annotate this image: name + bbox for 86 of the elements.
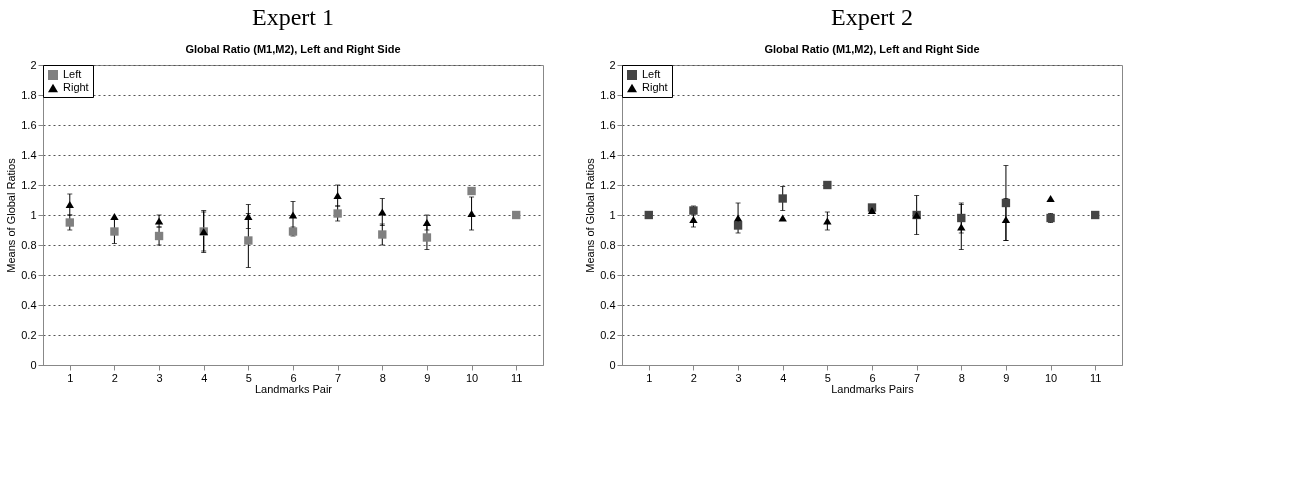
point <box>823 217 832 225</box>
point <box>957 223 966 231</box>
x-tick-label: 2 <box>111 371 118 384</box>
point <box>422 233 432 242</box>
point <box>378 208 387 216</box>
x-tick-label: 5 <box>245 371 252 384</box>
x-tick-label: 9 <box>424 371 431 384</box>
y-tick-label: 0 <box>30 358 37 371</box>
point <box>422 218 432 227</box>
x-tick-label: 11 <box>511 371 523 384</box>
point <box>1091 210 1100 220</box>
x-tick-label: 6 <box>869 371 876 384</box>
y-tick-label: 0 <box>609 358 616 371</box>
x-tick-label: 8 <box>379 371 386 384</box>
x-tick-label: 3 <box>156 371 163 384</box>
y-tick-label: 1 <box>609 208 616 221</box>
x-tick-label: 10 <box>1044 371 1058 384</box>
point <box>288 211 298 219</box>
point <box>378 230 387 239</box>
x-tick-label: 4 <box>201 371 208 384</box>
y-tick-label: 1.2 <box>21 178 37 191</box>
x-tick-label: 11 <box>1090 371 1102 384</box>
y-tick-label: 0.2 <box>600 328 616 341</box>
x-tick-label: 1 <box>646 371 653 384</box>
point <box>689 215 698 224</box>
legend-label: Right <box>642 81 668 93</box>
point <box>65 218 74 227</box>
y-tick-label: 0.6 <box>21 268 37 281</box>
point <box>65 200 74 209</box>
y-tick-label: 0.8 <box>600 238 616 251</box>
x-tick-label: 10 <box>465 371 479 384</box>
y-axis-title: Means of Global Ratios <box>584 157 597 273</box>
point <box>154 231 164 241</box>
y-tick-label: 1.6 <box>600 118 616 131</box>
point <box>778 194 787 203</box>
point <box>1046 194 1055 203</box>
x-tick-label: 2 <box>690 371 697 384</box>
y-tick-label: 1.8 <box>600 88 616 101</box>
point <box>467 186 476 196</box>
y-tick-label: 2 <box>30 58 37 71</box>
point <box>823 180 832 190</box>
chart-title: Expert 2 <box>831 4 913 30</box>
point <box>733 214 743 222</box>
y-tick-label: 1.4 <box>21 148 37 161</box>
chart-subtitle: Global Ratio (M1,M2), Left and Right Side <box>764 43 980 55</box>
x-axis-title: Landmarks Pairs <box>831 382 915 395</box>
legend-label: Left <box>63 68 82 80</box>
point <box>333 191 342 200</box>
x-tick-label: 9 <box>1003 371 1010 384</box>
y-tick-label: 1.2 <box>600 178 616 191</box>
x-axis-title: Landmarks Pair <box>254 382 333 395</box>
x-tick-label: 7 <box>335 371 342 384</box>
chart-subtitle: Global Ratio (M1,M2), Left and Right Side <box>185 43 401 55</box>
y-tick-label: 1.8 <box>21 88 37 101</box>
x-tick-label: 1 <box>67 371 74 384</box>
x-tick-label: 8 <box>958 371 965 384</box>
point <box>512 210 521 220</box>
y-tick-label: 0.6 <box>600 268 616 281</box>
point <box>1001 215 1011 224</box>
point <box>467 209 476 218</box>
x-tick-label: 6 <box>290 371 297 384</box>
point <box>1001 198 1011 208</box>
point <box>733 221 743 230</box>
point <box>778 214 787 222</box>
y-axis-title: Means of Global Ratios <box>5 157 18 273</box>
point <box>110 227 119 236</box>
point <box>644 210 653 220</box>
y-tick-label: 0.2 <box>21 328 37 341</box>
y-tick-label: 0.4 <box>21 298 37 311</box>
legend-label: Left <box>642 68 661 80</box>
y-tick-label: 1.6 <box>21 118 37 131</box>
chart-title: Expert 1 <box>252 4 334 30</box>
x-tick-label: 5 <box>824 371 831 384</box>
x-tick-label: 3 <box>735 371 742 384</box>
legend-label: Right <box>63 81 89 93</box>
y-tick-label: 1.4 <box>600 148 616 161</box>
point <box>957 213 966 223</box>
y-tick-label: 0.4 <box>600 298 616 311</box>
point <box>333 209 342 218</box>
y-tick-label: 2 <box>609 58 616 71</box>
y-tick-label: 0.8 <box>21 238 37 251</box>
x-tick-label: 4 <box>780 371 787 384</box>
point <box>244 236 253 245</box>
point <box>110 212 119 221</box>
x-tick-label: 7 <box>914 371 921 384</box>
y-tick-label: 1 <box>30 208 37 221</box>
